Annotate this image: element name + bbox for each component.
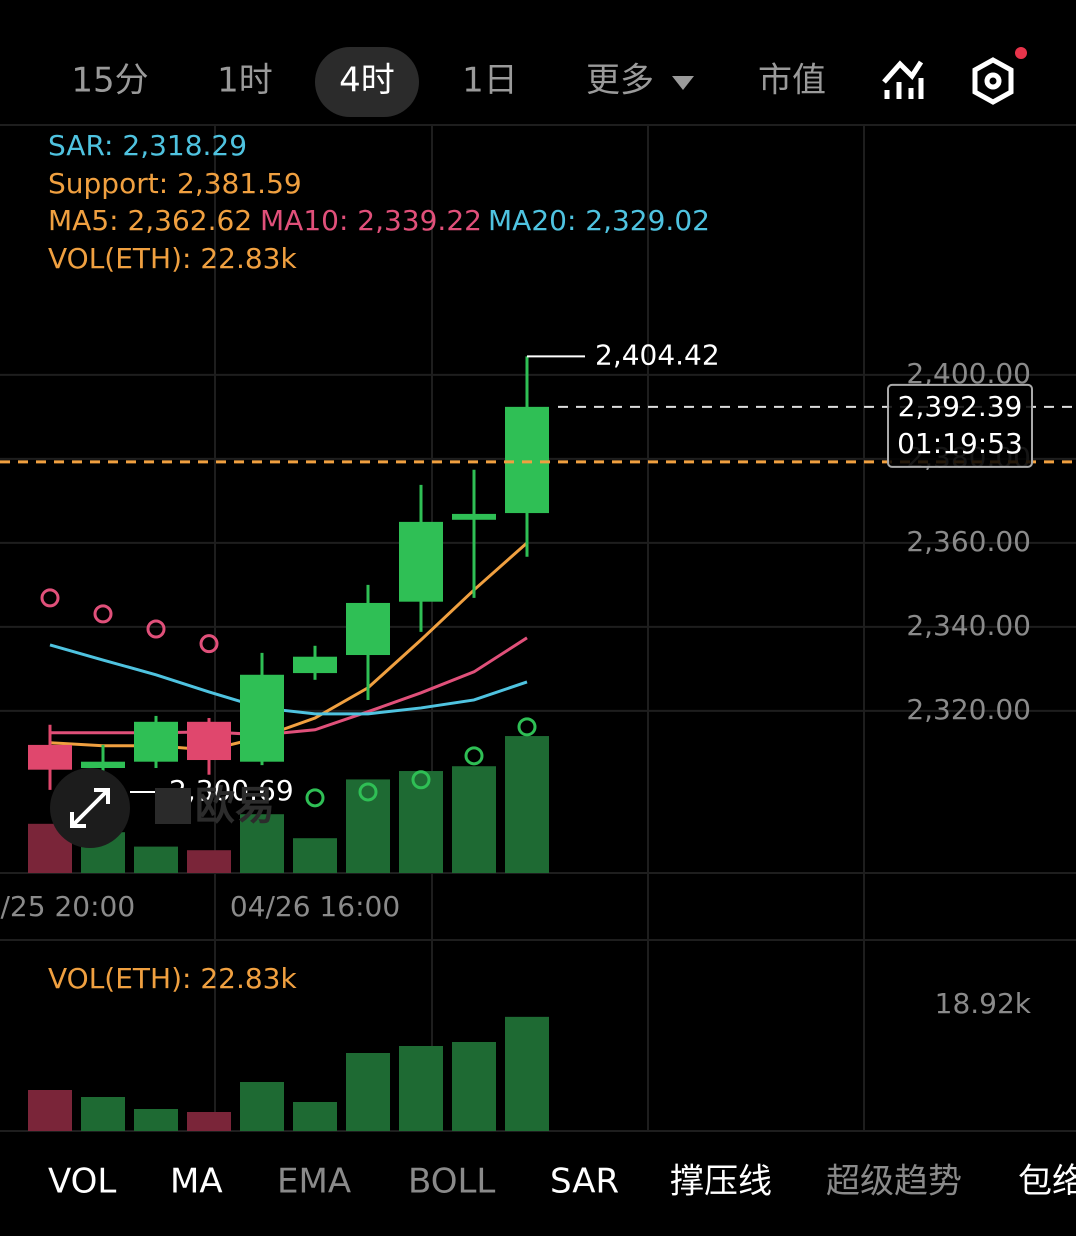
volume-bar xyxy=(134,1109,178,1131)
volume-axis-label: 18.92k xyxy=(935,987,1032,1020)
price-box xyxy=(887,383,1033,468)
tab[interactable]: 15分 xyxy=(71,61,148,101)
y-tick-label: 2,360.00 xyxy=(906,525,1031,558)
price-label: 2,392.39 xyxy=(898,390,1023,423)
active-tab-pill xyxy=(315,47,419,117)
sar-dot xyxy=(199,634,219,654)
volume-bar xyxy=(452,1042,496,1131)
candle-body xyxy=(240,674,284,762)
volume-bar xyxy=(187,1112,231,1131)
chart-style-icon[interactable] xyxy=(882,60,924,99)
sar-label: SAR: 2,318.29 xyxy=(48,129,247,162)
sar-dot xyxy=(358,782,378,802)
volume-bar-overlay xyxy=(452,766,496,873)
support-label: Support: 2,381.59 xyxy=(48,167,302,200)
volume-bar xyxy=(399,1046,443,1131)
candle-body xyxy=(134,721,178,762)
ma-line xyxy=(50,636,528,737)
volume-bar-overlay xyxy=(505,736,549,873)
y-tick-label: 2,320.00 xyxy=(906,693,1031,726)
candle-body xyxy=(452,513,496,520)
volume-bar xyxy=(28,1090,72,1131)
y-tick-label: 2,340.00 xyxy=(906,609,1031,642)
ma-line xyxy=(49,643,528,716)
volume-bar xyxy=(293,1102,337,1131)
tab[interactable]: 市值 xyxy=(758,61,826,101)
volume-bar xyxy=(346,1053,390,1131)
volume-panel-label: VOL(ETH): 22.83k xyxy=(48,962,297,995)
expand-button[interactable] xyxy=(50,768,130,848)
volume-bar-overlay xyxy=(293,838,337,873)
indicator-tab[interactable]: MA xyxy=(170,1162,223,1202)
sar-dot xyxy=(464,746,484,766)
ma5-label: MA5: 2,362.62 xyxy=(48,204,252,237)
x-tick-label: 04/26 16:00 xyxy=(230,890,400,923)
candle-body xyxy=(187,721,231,761)
sar-dot xyxy=(93,604,113,624)
sar-dot xyxy=(517,717,537,737)
candle-body xyxy=(28,744,72,770)
ma-line xyxy=(49,541,528,752)
sar-dot xyxy=(305,788,325,808)
candle-body xyxy=(81,761,125,769)
volume-bar-overlay xyxy=(346,779,390,873)
settings-icon[interactable] xyxy=(972,47,1027,105)
indicator-tab[interactable]: 撑压线 xyxy=(670,1162,772,1202)
indicator-tab[interactable]: SAR xyxy=(550,1162,619,1202)
volume-bar xyxy=(81,1097,125,1131)
indicator-tab[interactable]: 包络 xyxy=(1018,1162,1076,1202)
sar-dot xyxy=(411,770,431,790)
countdown: 01:19:53 xyxy=(897,427,1023,460)
watermark-logo xyxy=(155,788,191,824)
tab-more[interactable]: 更多 xyxy=(586,61,654,101)
ma20-label: MA20: 2,329.02 xyxy=(488,204,710,237)
sar-dot xyxy=(40,588,60,608)
x-tick-label: 04/25 20:00 xyxy=(0,890,135,923)
ma10-label: MA10: 2,339.22 xyxy=(260,204,482,237)
candle-body xyxy=(399,521,443,602)
volume-bar-overlay xyxy=(240,814,284,873)
candle-body xyxy=(505,406,549,514)
candle-body xyxy=(346,602,390,656)
volume-bar xyxy=(240,1082,284,1131)
vol-label: VOL(ETH): 22.83k xyxy=(48,242,297,275)
tab[interactable]: 1日 xyxy=(462,61,518,101)
volume-bar-overlay xyxy=(134,846,178,873)
indicator-tab[interactable]: 超级趋势 xyxy=(826,1162,962,1202)
sar-dot xyxy=(146,619,166,639)
indicator-tab[interactable]: EMA xyxy=(277,1162,351,1202)
watermark: 欧易 xyxy=(195,783,275,829)
dropdown-arrow xyxy=(672,76,694,90)
candle-body xyxy=(293,656,337,674)
tab[interactable]: 1时 xyxy=(217,61,273,101)
tab-active[interactable]: 4时 xyxy=(339,61,395,101)
high-label: 2,404.42 xyxy=(595,338,720,371)
volume-bar-overlay xyxy=(187,850,231,873)
volume-bar xyxy=(505,1016,549,1131)
indicator-tab[interactable]: VOL xyxy=(48,1162,116,1202)
indicator-tab[interactable]: BOLL xyxy=(408,1162,495,1202)
